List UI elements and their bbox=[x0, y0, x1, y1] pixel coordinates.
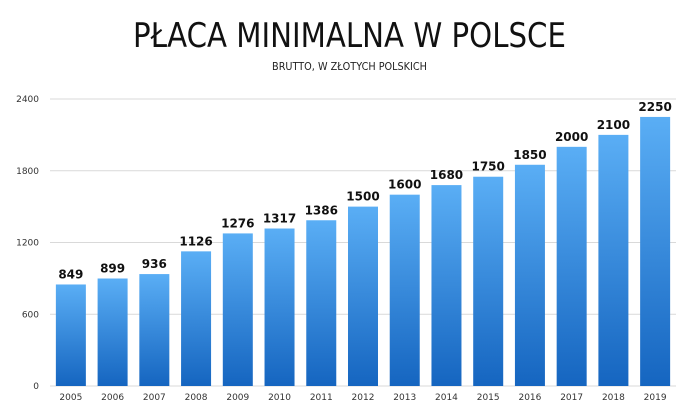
x-tick-label-2014: 2014 bbox=[435, 393, 458, 403]
x-tick-label-2018: 2018 bbox=[602, 393, 625, 403]
x-tick-label-2008: 2008 bbox=[185, 393, 208, 403]
data-label-2012: 1500 bbox=[346, 190, 379, 204]
x-tick-label-2009: 2009 bbox=[226, 393, 249, 403]
data-labels: 849 899 936 1126 1276 1317 1386 1500 1600 1680 175… bbox=[58, 100, 672, 282]
bar-2010 bbox=[264, 228, 295, 386]
bar-2012 bbox=[348, 206, 378, 386]
data-label-2019: 2250 bbox=[638, 100, 671, 114]
x-axis: 2005 2006 2007 2008 2009 2010 2011 2012 2013 2014… bbox=[59, 393, 666, 403]
bar-2017 bbox=[556, 146, 587, 386]
y-tick-label: 1800 bbox=[16, 167, 39, 177]
data-label-2014: 1680 bbox=[430, 168, 463, 182]
bar-2015 bbox=[473, 176, 504, 386]
data-label-2015: 1750 bbox=[471, 160, 504, 174]
x-tick-label-2005: 2005 bbox=[59, 393, 82, 403]
bar-2018 bbox=[598, 134, 629, 386]
x-tick-label-2016: 2016 bbox=[518, 393, 541, 403]
x-tick-label-2011: 2011 bbox=[310, 393, 333, 403]
bar-2019 bbox=[640, 116, 671, 386]
bar-2009 bbox=[222, 233, 253, 386]
data-label-2016: 1850 bbox=[513, 148, 546, 162]
data-label-2009: 1276 bbox=[221, 216, 254, 230]
data-label-2017: 2000 bbox=[555, 130, 588, 144]
x-tick-label-2019: 2019 bbox=[644, 393, 667, 403]
y-tick-label: 2400 bbox=[16, 95, 39, 105]
x-tick-label-2006: 2006 bbox=[101, 393, 124, 403]
bar-2007 bbox=[139, 274, 170, 386]
x-tick-label-2013: 2013 bbox=[393, 393, 416, 403]
data-label-2013: 1600 bbox=[388, 178, 421, 192]
x-tick-label-2010: 2010 bbox=[268, 393, 291, 403]
y-tick-label: 600 bbox=[22, 310, 39, 320]
bar-2016 bbox=[514, 164, 545, 386]
y-tick-label: 1200 bbox=[16, 239, 39, 249]
data-label-2005: 849 bbox=[58, 267, 83, 281]
bar-2008 bbox=[181, 251, 212, 386]
data-label-2006: 899 bbox=[100, 261, 125, 275]
bars bbox=[55, 116, 671, 386]
chart-title: PŁACA MINIMALNA W POLSCE bbox=[133, 16, 566, 56]
bar-2013 bbox=[389, 194, 420, 386]
data-label-2011: 1386 bbox=[305, 203, 338, 217]
x-tick-label-2012: 2012 bbox=[352, 393, 375, 403]
x-tick-label-2007: 2007 bbox=[143, 393, 166, 403]
y-axis: 0 600 1200 1800 2400 bbox=[16, 95, 39, 392]
y-tick-label: 0 bbox=[33, 382, 39, 392]
chart-subtitle: BRUTTO, W ZŁOTYCH POLSKICH bbox=[272, 60, 427, 73]
bar-2011 bbox=[306, 220, 337, 386]
bar-2006 bbox=[97, 278, 128, 386]
bar-2014 bbox=[431, 185, 462, 386]
data-label-2018: 2100 bbox=[597, 118, 630, 132]
data-label-2008: 1126 bbox=[179, 234, 212, 248]
bar-2005 bbox=[55, 284, 86, 386]
x-tick-label-2015: 2015 bbox=[477, 393, 500, 403]
x-tick-label-2017: 2017 bbox=[560, 393, 583, 403]
data-label-2007: 936 bbox=[142, 257, 167, 271]
data-label-2010: 1317 bbox=[263, 212, 296, 226]
